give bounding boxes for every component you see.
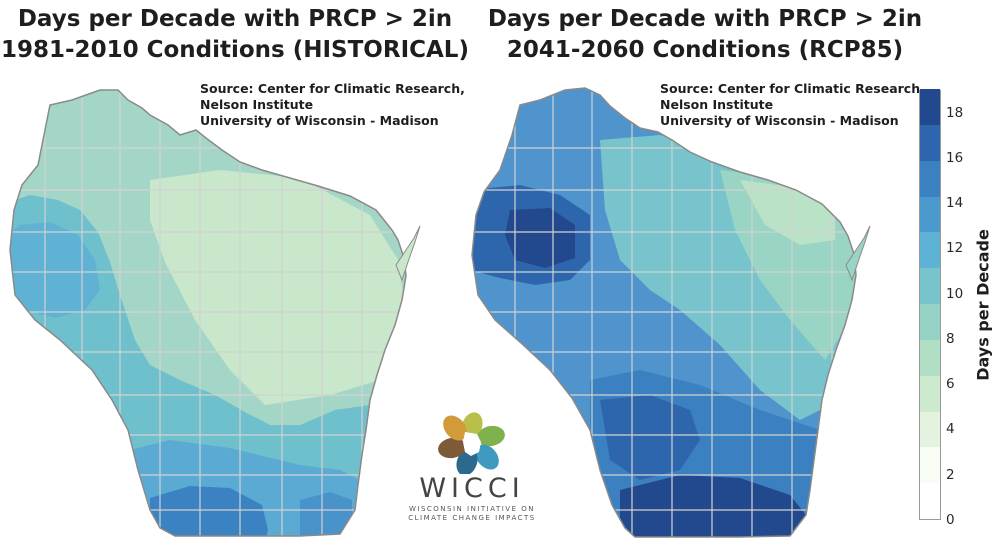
colorbar-tick-label: 18 xyxy=(946,104,964,121)
colorbar-segment xyxy=(920,88,940,125)
colorbar-tick-label: 16 xyxy=(946,149,964,166)
colorbar-segment xyxy=(920,375,940,412)
title-line-2: 1981-2010 Conditions (HISTORICAL) xyxy=(1,37,469,63)
colorbar-tick-label: 2 xyxy=(946,466,955,483)
colorbar-tick-label: 14 xyxy=(946,195,964,212)
contour-zone-9 xyxy=(740,180,835,245)
wicci-logo-icon xyxy=(438,412,505,474)
contour-zone-18-south xyxy=(620,475,810,537)
logo-subtitle-line-1: WISCONSIN INITIATIVE ON xyxy=(408,505,535,513)
colorbar-tick-label: 8 xyxy=(946,330,955,347)
colorbar-segment xyxy=(920,339,940,376)
title-line-1: Days per Decade with PRCP > 2in xyxy=(487,6,923,32)
source-line-1: Source: Center for Climatic Research, xyxy=(200,81,465,96)
logo-wordmark: WICCI xyxy=(419,473,525,504)
colorbar-tick-label: 6 xyxy=(946,376,955,393)
contour-zone-15 xyxy=(300,492,352,536)
logo-petal xyxy=(438,437,466,459)
logo-petal xyxy=(443,415,467,441)
colorbar-segment xyxy=(920,196,940,233)
title-line-1: Days per Decade with PRCP > 2in xyxy=(17,6,453,32)
map-title-historical: Days per Decade with PRCP > 2in 1981-201… xyxy=(0,4,470,66)
state-outline xyxy=(471,87,857,538)
source-line-2: Nelson Institute xyxy=(200,97,314,112)
county-lines xyxy=(472,88,856,537)
source-line-2: Nelson Institute xyxy=(660,97,774,112)
colorbar xyxy=(919,88,941,520)
logo-petal xyxy=(477,425,505,447)
logo-subtitle-line-2: CLIMATE CHANGE IMPACTS xyxy=(408,514,536,522)
colorbar-segment xyxy=(920,124,940,161)
colorbar-segment xyxy=(920,411,940,448)
contour-zone-16 xyxy=(150,486,268,536)
wisconsin-silhouette-icon xyxy=(463,432,481,456)
state-outline xyxy=(9,89,407,537)
colorbar-segment xyxy=(920,446,940,484)
source-line-3: University of Wisconsin - Madison xyxy=(200,113,439,128)
source-note-rcp85: Source: Center for Climatic Research, Ne… xyxy=(660,81,925,129)
colorbar-tick-label: 12 xyxy=(946,240,964,257)
colorbar-tick-label: 0 xyxy=(946,512,955,528)
source-note-historical: Source: Center for Climatic Research, Ne… xyxy=(200,81,465,129)
contour-zone-14-west xyxy=(10,222,100,318)
county-lines xyxy=(10,90,406,536)
logo-petal xyxy=(475,444,499,470)
contour-zone-18-northwest xyxy=(505,208,575,268)
source-line-3: University of Wisconsin - Madison xyxy=(660,113,899,128)
contour-zone-8 xyxy=(150,170,404,405)
title-line-2: 2041-2060 Conditions (RCP85) xyxy=(506,37,904,63)
colorbar-segment xyxy=(920,482,940,519)
contour-zone-16-southwest xyxy=(600,395,700,480)
door-peninsula xyxy=(845,225,871,282)
colorbar-title: Days per Decade xyxy=(973,229,993,381)
colorbar-segment xyxy=(920,267,940,304)
colorbar-segment xyxy=(920,303,940,340)
colorbar-tick-label: 4 xyxy=(946,421,955,438)
source-line-1: Source: Center for Climatic Research, xyxy=(660,81,925,96)
map-title-rcp85: Days per Decade with PRCP > 2in 2041-206… xyxy=(470,4,940,66)
colorbar-segment xyxy=(920,160,940,197)
door-peninsula xyxy=(395,225,421,282)
colorbar-tick-label: 10 xyxy=(946,285,964,302)
colorbar-segment xyxy=(920,231,940,269)
